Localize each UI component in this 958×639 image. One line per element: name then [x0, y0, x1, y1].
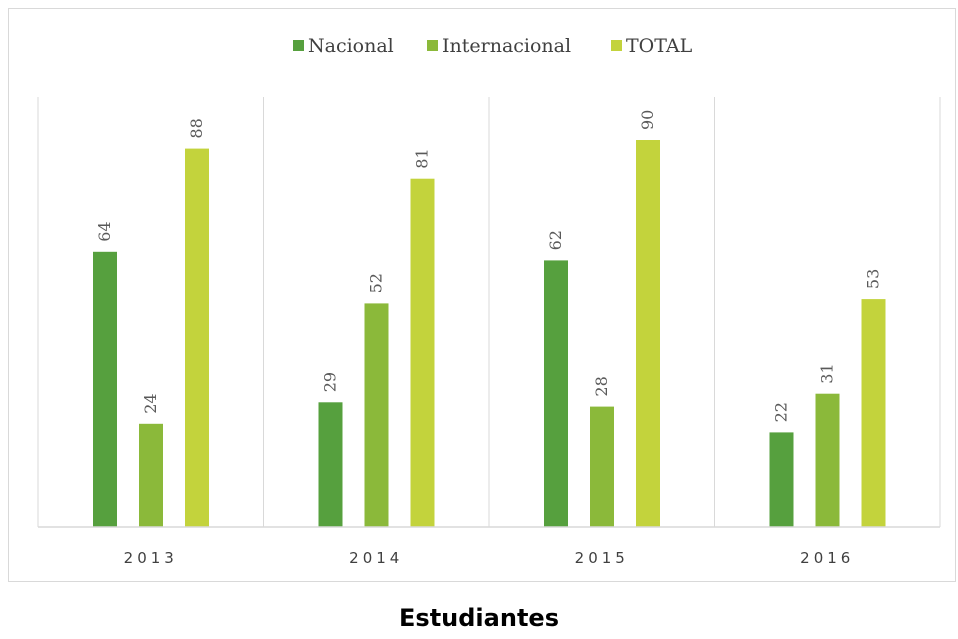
bar-total-2014: [410, 178, 435, 527]
chart-title: Estudiantes: [399, 604, 559, 632]
legend-swatch-internacional: [427, 40, 438, 51]
data-label: 31: [818, 363, 837, 383]
category-label: 2013: [124, 549, 178, 567]
legend-swatch-total: [611, 40, 622, 51]
bar-nacional-2015: [544, 260, 568, 527]
bar-total-2016: [861, 299, 886, 527]
data-labels: 64 24 88 29 52 81 62 28 90 22 31 53: [95, 110, 883, 423]
bar-internacional-2016: [815, 393, 840, 527]
data-label: 53: [864, 269, 883, 289]
data-label: 28: [592, 376, 611, 396]
data-label: 64: [95, 221, 114, 241]
bar-nacional-2014: [318, 402, 343, 527]
bar-total-2015: [636, 140, 660, 527]
data-label: 52: [367, 273, 386, 293]
data-label: 24: [141, 393, 160, 413]
bar-total-2013: [185, 148, 209, 527]
legend-label-total: TOTAL: [626, 35, 693, 57]
data-label: 88: [187, 118, 206, 138]
data-label: 62: [546, 230, 565, 250]
category-labels: 2013 2014 2015 2016: [124, 549, 854, 567]
data-label: 81: [413, 148, 432, 168]
bar-internacional-2014: [364, 303, 389, 527]
legend-swatch-nacional: [293, 40, 304, 51]
category-label: 2014: [349, 549, 403, 567]
data-label: 90: [638, 110, 657, 130]
category-separators: [37, 97, 941, 527]
legend: Nacional Internacional TOTAL: [293, 35, 693, 57]
legend-label-nacional: Nacional: [308, 35, 394, 57]
category-label: 2015: [575, 549, 629, 567]
data-label: 29: [321, 372, 340, 392]
bar-chart: Nacional Internacional TOTAL 6424882952816…: [37, 35, 941, 567]
legend-label-internacional: Internacional: [442, 35, 571, 57]
data-label: 22: [772, 402, 791, 422]
category-label: 2016: [800, 549, 854, 567]
chart-frame: [8, 8, 956, 582]
bar-nacional-2013: [93, 251, 117, 528]
bar-internacional-2013: [139, 423, 163, 527]
bar-nacional-2016: [769, 432, 794, 527]
bar-internacional-2015: [590, 406, 614, 527]
bars: [93, 140, 886, 528]
